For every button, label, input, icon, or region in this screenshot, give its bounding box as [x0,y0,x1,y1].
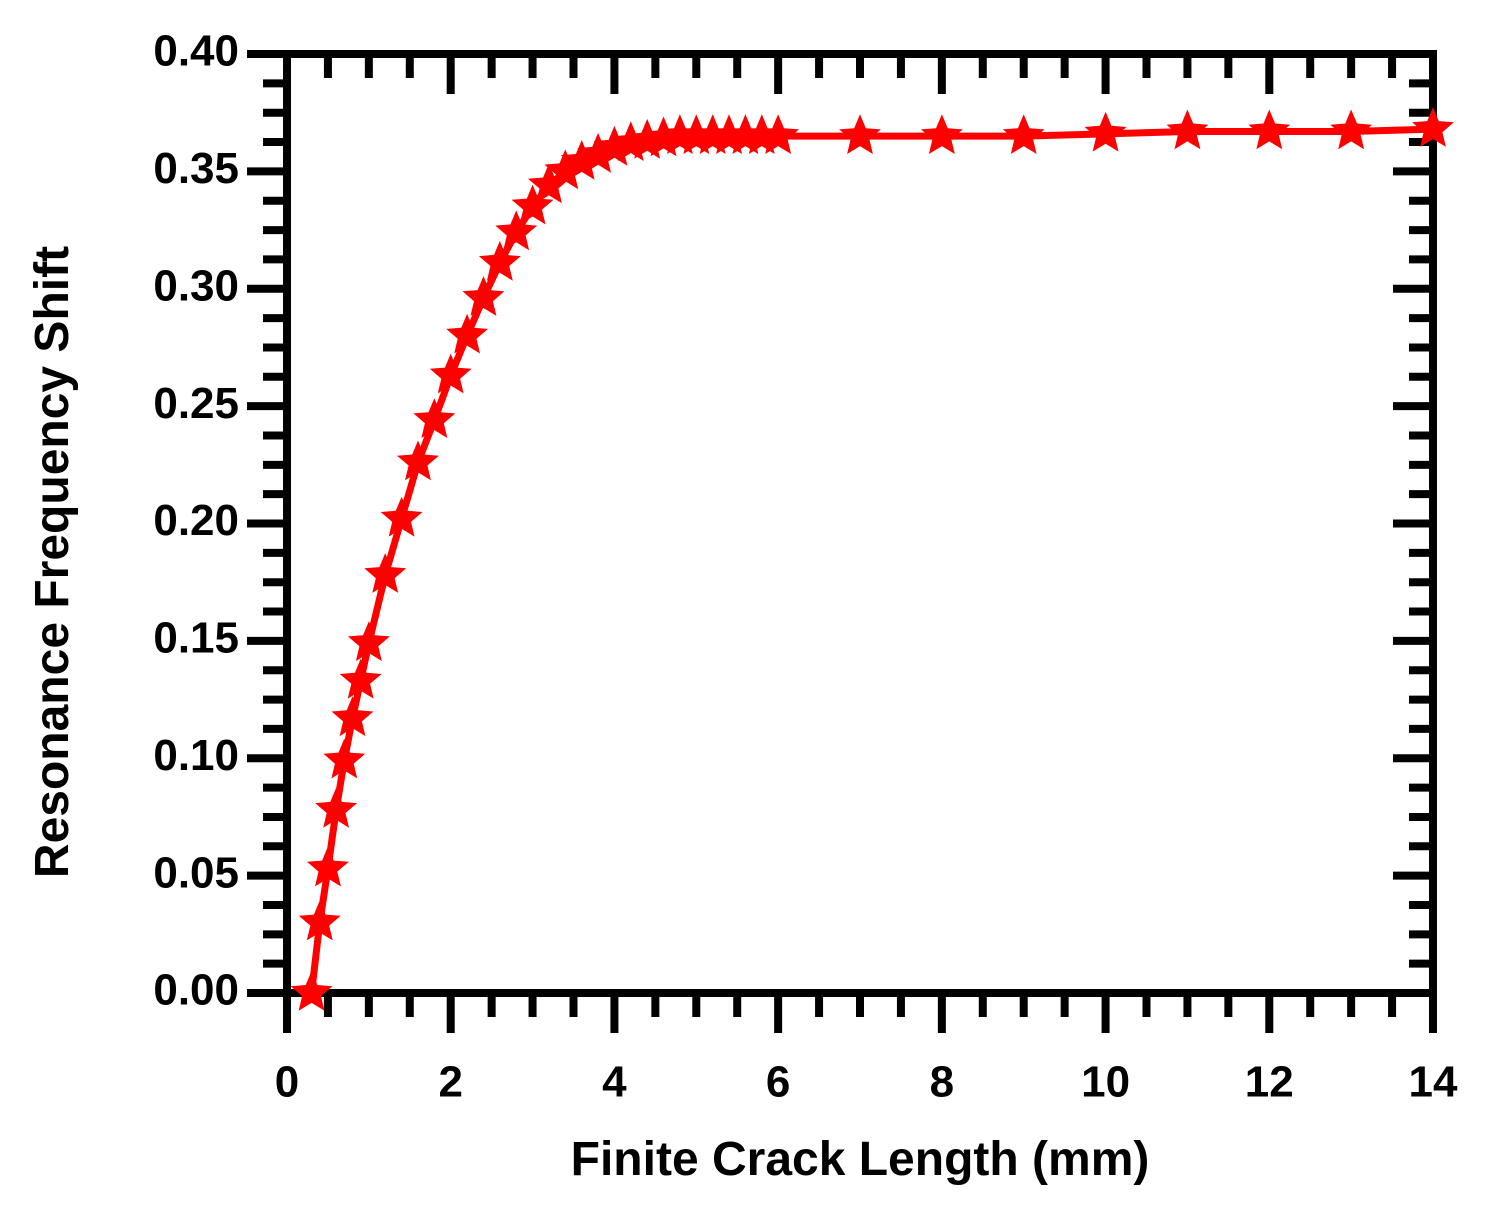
data-marker [560,140,603,180]
data-marker [429,353,472,394]
data-marker [1412,107,1454,147]
y-tick-label: 0.40 [153,27,239,76]
data-marker [446,313,488,354]
data-marker [1330,109,1373,150]
data-marker [298,900,341,941]
x-tick-label: 14 [1409,1058,1458,1107]
data-marker [1248,109,1291,150]
data-line [308,125,1434,994]
data-marker [315,787,357,828]
data-marker [1166,109,1209,150]
y-tick-label: 0.25 [153,379,239,428]
data-marker [528,163,570,204]
data-marker [920,114,963,154]
x-tick-label: 2 [438,1058,462,1107]
data-marker [1084,111,1127,152]
data-marker [339,658,382,699]
data-marker [364,553,407,593]
data-marker [413,398,456,438]
data-marker [495,210,538,251]
data-marker [397,440,439,481]
x-tick-label: 10 [1081,1058,1130,1107]
y-tick-label: 0.35 [153,144,239,193]
y-tick-label: 0.20 [153,496,239,545]
x-tick-label: 4 [602,1058,627,1107]
data-marker [290,971,333,1011]
data-marker [757,114,800,154]
x-axis-label: Finite Crack Length (mm) [571,1133,1150,1186]
y-tick-label: 0.00 [153,966,239,1015]
x-tick-label: 12 [1245,1058,1294,1107]
data-marker [380,496,423,537]
data-marker [839,114,881,154]
y-tick-label: 0.15 [153,614,239,663]
data-marker [478,240,521,281]
y-tick-label: 0.05 [153,848,239,897]
data-marker [462,276,505,316]
y-axis-label: Resonance Frequency Shift [26,246,79,878]
y-tick-label: 0.30 [153,261,239,310]
x-tick-label: 0 [275,1058,299,1107]
data-marker [577,132,619,173]
data-marker [307,846,349,887]
data-marker [544,149,587,190]
data-marker [323,738,366,779]
x-tick-label: 8 [930,1058,954,1107]
y-tick-label: 0.10 [153,731,239,780]
data-marker [331,696,374,737]
x-tick-label: 6 [766,1058,790,1107]
data-marker [511,184,554,225]
plot-frame [283,50,1437,997]
data-marker [1002,114,1045,154]
data-marker [347,621,390,661]
